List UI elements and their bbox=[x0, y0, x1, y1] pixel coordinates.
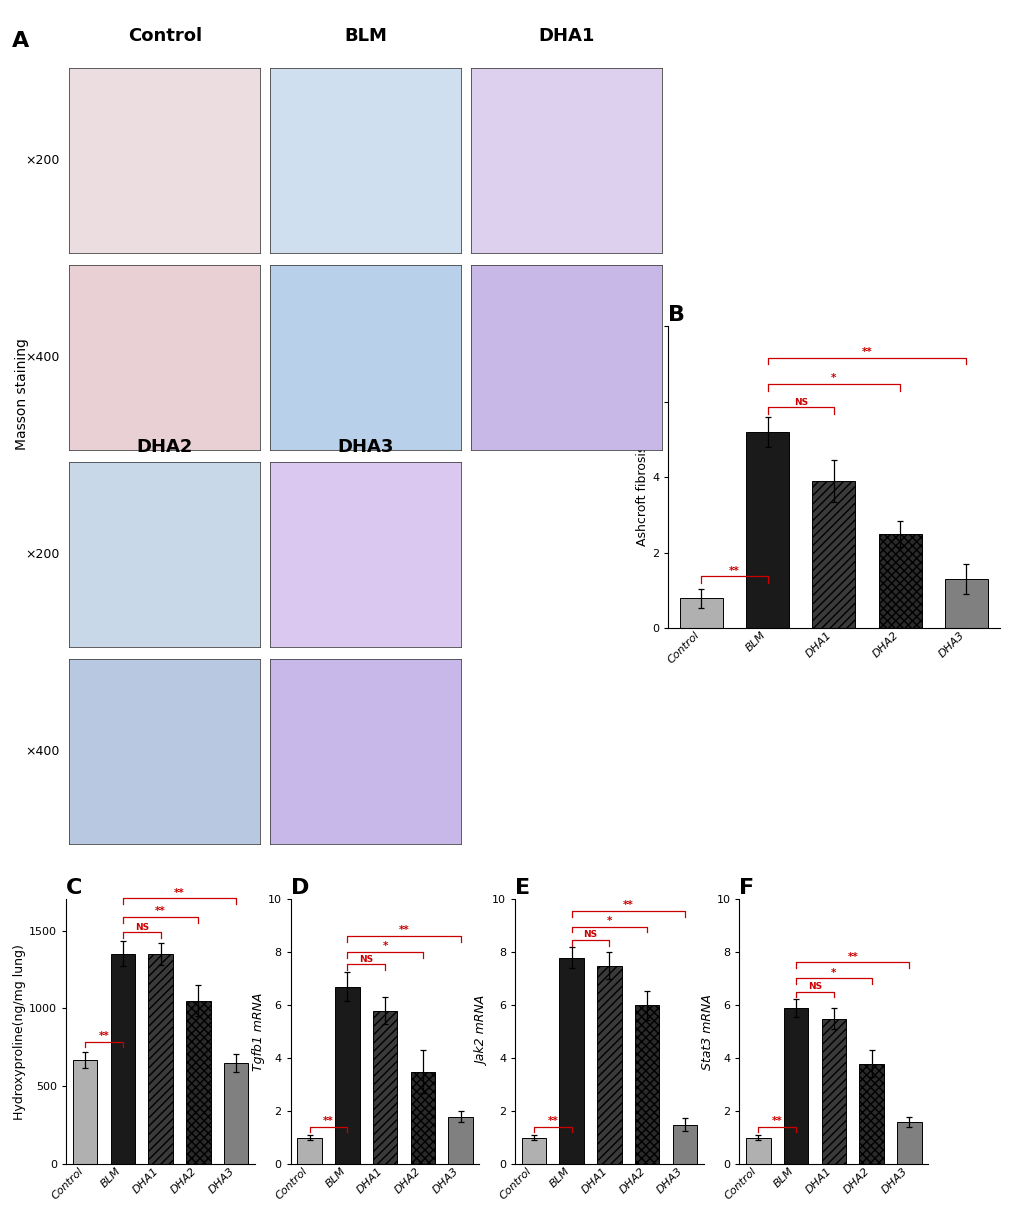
Text: *: * bbox=[830, 373, 836, 383]
Text: ×200: ×200 bbox=[24, 548, 59, 561]
Bar bbox=[410, 1072, 435, 1164]
Text: NS: NS bbox=[583, 930, 597, 939]
Bar bbox=[679, 599, 722, 628]
Text: Control: Control bbox=[127, 27, 202, 46]
Text: ×400: ×400 bbox=[24, 351, 59, 363]
Text: BLM: BLM bbox=[343, 27, 387, 46]
Bar bbox=[672, 1125, 697, 1164]
Text: DHA1: DHA1 bbox=[538, 27, 594, 46]
Text: *: * bbox=[830, 967, 836, 978]
Bar bbox=[372, 1010, 397, 1164]
Bar bbox=[334, 987, 360, 1164]
Bar bbox=[877, 533, 921, 628]
Text: **: ** bbox=[547, 1116, 557, 1126]
Bar bbox=[820, 1019, 846, 1164]
Y-axis label: Tgfb1 mRNA: Tgfb1 mRNA bbox=[252, 993, 265, 1071]
Text: DHA2: DHA2 bbox=[137, 437, 193, 456]
Y-axis label: Hydroxyproline(ng/mg lung): Hydroxyproline(ng/mg lung) bbox=[13, 944, 26, 1120]
Text: ×200: ×200 bbox=[24, 154, 59, 166]
Text: **: ** bbox=[623, 901, 633, 910]
Text: C: C bbox=[66, 878, 83, 898]
Bar bbox=[858, 1063, 883, 1164]
Bar bbox=[148, 954, 173, 1164]
Y-axis label: Ashcroft fibrosis score: Ashcroft fibrosis score bbox=[636, 408, 648, 547]
Text: **: ** bbox=[861, 347, 871, 357]
Text: NS: NS bbox=[135, 923, 149, 931]
Bar bbox=[634, 1005, 659, 1164]
Text: NS: NS bbox=[807, 982, 821, 991]
Text: *: * bbox=[606, 917, 611, 926]
Text: E: E bbox=[515, 878, 530, 898]
Text: **: ** bbox=[323, 1116, 333, 1126]
Text: NS: NS bbox=[359, 955, 373, 963]
Bar bbox=[72, 1060, 98, 1164]
Bar bbox=[185, 1000, 211, 1164]
Text: **: ** bbox=[771, 1116, 782, 1126]
Bar bbox=[447, 1116, 473, 1164]
Bar bbox=[521, 1138, 546, 1164]
Text: **: ** bbox=[398, 925, 409, 935]
Bar bbox=[745, 1138, 770, 1164]
Text: **: ** bbox=[729, 565, 739, 575]
Text: A: A bbox=[12, 31, 30, 51]
Text: **: ** bbox=[847, 952, 857, 962]
Text: B: B bbox=[667, 306, 685, 325]
Bar bbox=[110, 954, 136, 1164]
Text: D: D bbox=[290, 878, 309, 898]
Bar bbox=[297, 1138, 322, 1164]
Text: NS: NS bbox=[793, 398, 807, 407]
Bar bbox=[558, 957, 584, 1164]
Bar bbox=[745, 432, 789, 628]
Text: ×400: ×400 bbox=[24, 745, 59, 758]
Text: **: ** bbox=[155, 907, 166, 917]
Bar bbox=[783, 1008, 808, 1164]
Bar bbox=[223, 1063, 249, 1164]
Text: Masson staining: Masson staining bbox=[15, 339, 30, 450]
Bar bbox=[596, 966, 622, 1164]
Text: *: * bbox=[382, 941, 387, 951]
Text: F: F bbox=[739, 878, 754, 898]
Bar bbox=[944, 579, 987, 628]
Text: DHA3: DHA3 bbox=[337, 437, 393, 456]
Bar bbox=[811, 482, 855, 628]
Text: **: ** bbox=[174, 887, 184, 898]
Text: **: ** bbox=[99, 1031, 109, 1041]
Bar bbox=[896, 1122, 921, 1164]
Y-axis label: Stat3 mRNA: Stat3 mRNA bbox=[700, 994, 713, 1069]
Y-axis label: Jak2 mRNA: Jak2 mRNA bbox=[476, 997, 489, 1067]
